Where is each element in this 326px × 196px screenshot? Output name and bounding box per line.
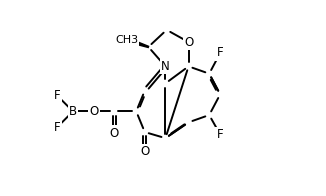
Text: F: F xyxy=(217,46,224,60)
Text: O: O xyxy=(184,35,193,49)
Text: F: F xyxy=(54,121,61,134)
Text: O: O xyxy=(140,145,149,158)
Text: F: F xyxy=(54,89,61,102)
Text: O: O xyxy=(110,127,119,140)
Text: N: N xyxy=(161,60,170,73)
Text: O: O xyxy=(89,105,98,118)
Text: B: B xyxy=(69,105,77,118)
Text: CH3: CH3 xyxy=(115,35,138,45)
Text: F: F xyxy=(217,128,224,141)
Polygon shape xyxy=(126,38,149,47)
